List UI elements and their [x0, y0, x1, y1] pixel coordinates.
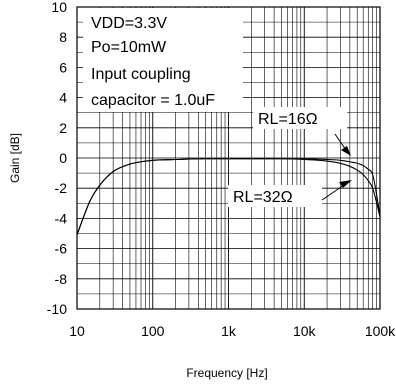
y-tick-label: -6 — [55, 241, 68, 257]
arrow-rl16-shaft — [334, 133, 347, 151]
annotation-line-capacitor: capacitor = 1.0uF — [91, 92, 215, 109]
y-tick-label: -10 — [47, 301, 67, 317]
x-tick-label: 10k — [293, 323, 317, 339]
series-label-rl32: RL=32Ω — [233, 189, 293, 206]
x-tick-label: 100k — [365, 323, 396, 339]
y-tick-label: 4 — [59, 90, 67, 106]
y-tick-label: 2 — [59, 120, 67, 136]
y-tick-label: 8 — [59, 29, 67, 45]
series-layer — [76, 158, 381, 236]
x-axis-tick-labels: 10 100 1k 10k 100k — [69, 323, 396, 339]
arrow-rl32-head — [339, 180, 352, 188]
x-tick-label: 10 — [69, 323, 85, 339]
plot-area-frame — [76, 6, 381, 310]
series-line-rl32 — [76, 158, 381, 236]
y-tick-label: -4 — [55, 210, 68, 226]
y-tick-label: -8 — [55, 271, 68, 287]
y-tick-label: 10 — [51, 0, 67, 15]
x-axis-label: Frequency [Hz] — [186, 366, 267, 380]
y-tick-label: 0 — [59, 150, 67, 166]
annotation-background — [83, 8, 243, 112]
y-tick-label: -2 — [55, 180, 68, 196]
x-tick-label: 1k — [221, 323, 237, 339]
annotation-line-input-coupling: Input coupling — [91, 66, 191, 83]
y-tick-label: 6 — [59, 59, 67, 75]
arrow-rl32-shaft — [321, 184, 345, 201]
arrow-rl16-head — [341, 146, 351, 156]
annotation-line-vdd: VDD=3.3V — [91, 15, 167, 32]
label-background-rl32 — [228, 185, 322, 207]
series-label-rl16: RL=16Ω — [258, 111, 318, 128]
conditions-annotation: VDD=3.3V Po=10mW Input coupling capacito… — [91, 15, 215, 109]
x-tick-label: 100 — [141, 323, 165, 339]
y-axis-tick-labels: 10 8 6 4 2 0 -2 -4 -6 -8 -10 — [47, 0, 67, 317]
annotation-line-po: Po=10mW — [91, 39, 167, 56]
label-background-rl16 — [253, 107, 347, 129]
y-axis-label: Gain [dB] — [8, 133, 22, 183]
